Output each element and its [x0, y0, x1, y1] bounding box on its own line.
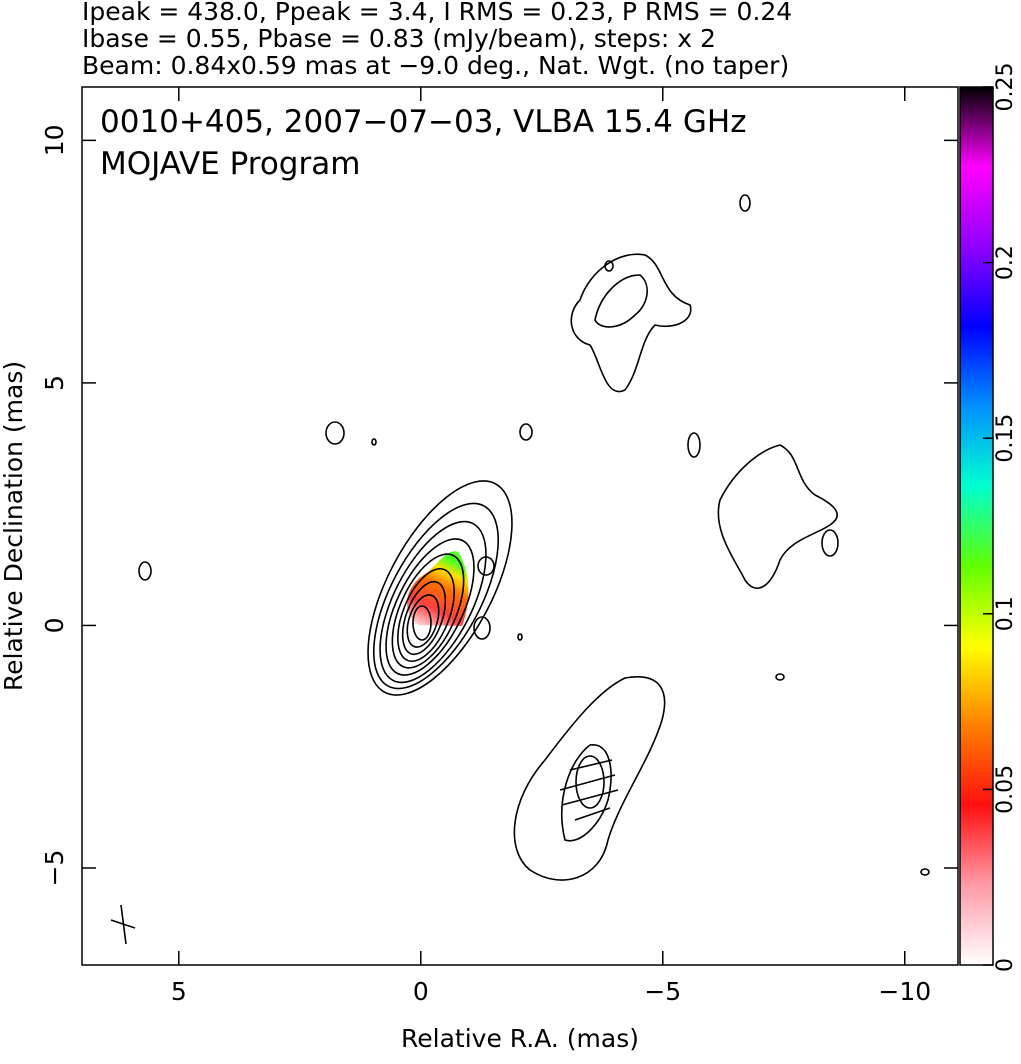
colorbar-tick-label: 0.2: [993, 245, 1018, 280]
colorbar: [960, 87, 993, 965]
y-tick-label: 10: [40, 124, 69, 156]
y-axis-label: Relative Declination (mas): [0, 361, 28, 691]
colorbar-tick-label: 0.1: [993, 596, 1018, 631]
core-contours: [367, 480, 513, 696]
x-tick-label: −5: [644, 977, 681, 1006]
y-tick-label: 5: [40, 375, 69, 391]
jet-contours: [138, 194, 930, 881]
colorbar-tick-label: 0.15: [993, 414, 1018, 463]
y-tick-label: 0: [40, 617, 69, 633]
colorbar-frame: [959, 86, 994, 966]
x-tick-label: −10: [878, 977, 931, 1006]
colorbar-tick-label: 0.25: [993, 63, 1018, 112]
plot-subtitle: MOJAVE Program: [100, 146, 360, 182]
x-tick-label: 0: [413, 977, 429, 1006]
polarization-patch: [407, 551, 469, 626]
plot-title: 0010+405, 2007−07−03, VLBA 15.4 GHz: [100, 104, 746, 140]
header-line: Beam: 0.84x0.59 mas at −9.0 deg., Nat. W…: [82, 51, 789, 80]
y-tick-label: −5: [40, 850, 69, 887]
plot-frame: [81, 86, 959, 966]
colorbar-tick-label: 0: [993, 958, 1018, 972]
header-line: Ibase = 0.55, Pbase = 0.83 (mJy/beam), s…: [82, 24, 716, 53]
x-tick-label: 5: [171, 977, 187, 1006]
colorbar-tick-label: 0.05: [993, 765, 1018, 814]
header-line: Ipeak = 438.0, Ppeak = 3.4, I RMS = 0.23…: [82, 0, 792, 26]
x-axis-label: Relative R.A. (mas): [401, 1024, 639, 1053]
beam: [110, 904, 136, 945]
